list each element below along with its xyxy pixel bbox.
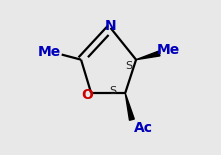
Polygon shape — [136, 51, 160, 60]
Text: O: O — [81, 88, 93, 102]
Polygon shape — [125, 93, 134, 120]
Text: Ac: Ac — [133, 121, 152, 135]
Text: S: S — [110, 86, 117, 96]
Text: N: N — [105, 19, 116, 33]
Text: S: S — [125, 61, 132, 71]
Text: Me: Me — [38, 45, 61, 59]
Text: Me: Me — [157, 43, 180, 57]
